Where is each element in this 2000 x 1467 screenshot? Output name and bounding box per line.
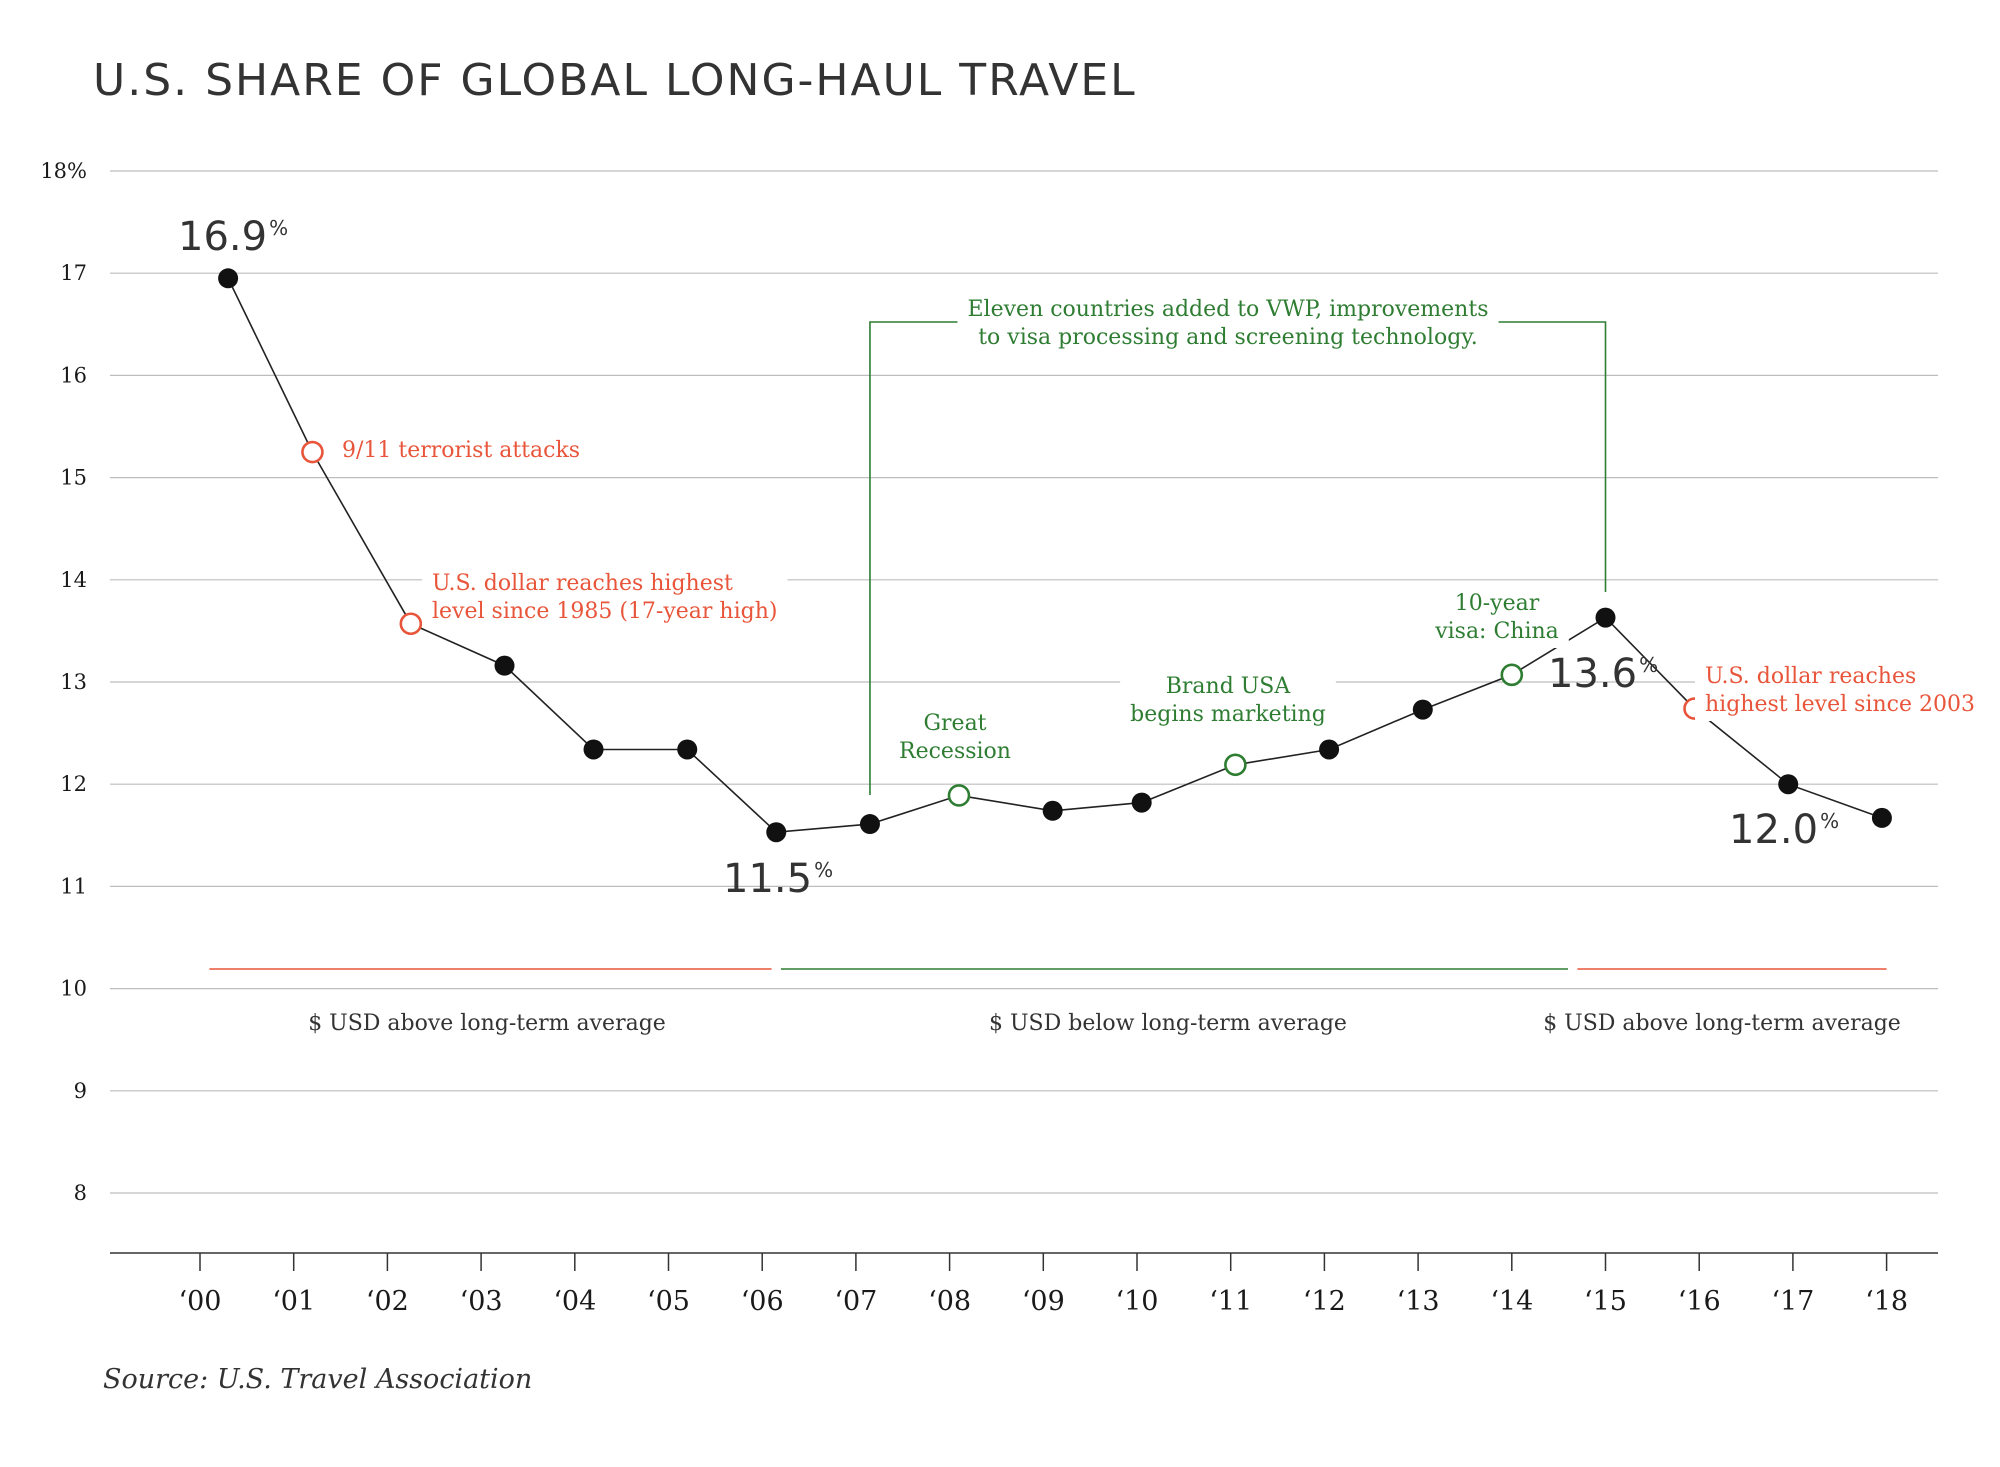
annotation-text: Brand USA xyxy=(1166,674,1292,699)
data-point xyxy=(1778,774,1799,795)
value-callout: 16.9 xyxy=(178,214,267,260)
band-label: $ USD above long-term average xyxy=(308,1011,666,1036)
x-tick-label: ‘03 xyxy=(460,1286,503,1317)
y-tick-label: 17 xyxy=(60,261,87,285)
data-point xyxy=(1131,792,1152,813)
y-tick-label: 8 xyxy=(74,1181,87,1205)
currency-bands: $ USD above long-term average $ USD below… xyxy=(209,968,1901,1036)
annotation-bg xyxy=(957,293,1499,354)
annotation-text: Great xyxy=(923,711,986,736)
event-point xyxy=(1500,663,1524,687)
value-callout-unit: % xyxy=(1820,809,1839,833)
value-callout: 13.6 xyxy=(1548,651,1637,697)
x-tick-label: ‘10 xyxy=(1116,1286,1159,1317)
value-callout: 11.5 xyxy=(723,856,812,902)
event-point xyxy=(399,612,423,636)
y-tick-label: 13 xyxy=(60,670,87,694)
data-point xyxy=(859,814,880,835)
annotation-text: highest level since 2003 xyxy=(1705,692,1975,717)
x-axis: ‘00 ‘01 ‘02 ‘03 ‘04 ‘05 ‘06 ‘07 ‘08 ‘09 ‘10 ‘11 ‘12 ‘… xyxy=(110,1252,1938,1317)
annotations: 9/11 terrorist attacks U.S. dollar reache… xyxy=(342,293,1985,768)
y-tick-label: 11 xyxy=(60,874,87,898)
x-tick-label: ‘02 xyxy=(366,1286,409,1317)
data-point xyxy=(1595,607,1616,628)
data-point xyxy=(1042,800,1063,821)
x-tick-label: ‘06 xyxy=(741,1286,784,1317)
x-tick-label: ‘12 xyxy=(1303,1286,1346,1317)
value-callouts: 16.9 %11.5 %13.6 %12.0% xyxy=(178,214,1839,902)
y-tick-label: 10 xyxy=(60,977,87,1001)
annotation-text: U.S. dollar reaches xyxy=(1705,664,1916,689)
y-tick-label: 15 xyxy=(60,466,87,490)
y-tick-label: 14 xyxy=(60,568,87,592)
x-tick-label: ‘17 xyxy=(1771,1286,1814,1317)
band-label: $ USD above long-term average xyxy=(1543,1011,1901,1036)
x-tick-label: ‘16 xyxy=(1678,1286,1721,1317)
x-tick-label: ‘05 xyxy=(647,1286,690,1317)
x-tick-label: ‘07 xyxy=(834,1286,877,1317)
data-point xyxy=(494,655,515,676)
annotation-text: 9/11 terrorist attacks xyxy=(342,438,580,463)
x-tick-label: ‘08 xyxy=(928,1286,971,1317)
annotation-text: visa: China xyxy=(1434,619,1559,644)
source-note: Source: U.S. Travel Association xyxy=(103,1364,532,1395)
chart-title: U.S. SHARE OF GLOBAL LONG-HAUL TRAVEL xyxy=(93,55,1137,106)
annotation-text: Recession xyxy=(899,739,1011,764)
y-tick-label: 16 xyxy=(60,363,87,387)
annotation-bg xyxy=(889,707,1021,768)
annotation-bg xyxy=(1695,660,1985,721)
event-point xyxy=(947,784,971,807)
x-tick-label: ‘13 xyxy=(1397,1286,1440,1317)
band-label: $ USD below long-term average xyxy=(989,1011,1347,1036)
data-point xyxy=(1871,807,1892,828)
annotation: U.S. dollar reaches highest level since 1… xyxy=(422,567,788,628)
y-tick-label: 12 xyxy=(60,772,87,796)
annotation: Brand USA begins marketing xyxy=(1120,670,1336,731)
data-point xyxy=(218,268,239,289)
annotation-text: level since 1985 (17-year high) xyxy=(432,599,777,624)
x-tick-label: ‘11 xyxy=(1209,1286,1252,1317)
x-tick-label: ‘04 xyxy=(553,1286,596,1317)
event-point xyxy=(301,440,324,464)
annotation-bg xyxy=(422,567,788,628)
value-callout-unit: % xyxy=(269,216,288,240)
annotation-text: U.S. dollar reaches highest xyxy=(432,571,733,596)
value-callout-unit: % xyxy=(1639,653,1658,677)
annotation-text: begins marketing xyxy=(1130,702,1326,727)
annotation-text: to visa processing and screening technol… xyxy=(978,325,1478,350)
annotation-bg xyxy=(1120,670,1336,731)
x-tick-label: ‘15 xyxy=(1584,1286,1627,1317)
data-point xyxy=(1319,739,1340,760)
data-point xyxy=(1412,699,1433,720)
event-point xyxy=(1224,753,1247,777)
x-tick-label: ‘14 xyxy=(1490,1286,1533,1317)
x-tick-label: ‘09 xyxy=(1022,1286,1065,1317)
data-points xyxy=(218,268,1892,843)
annotation-text: Eleven countries added to VWP, improveme… xyxy=(968,297,1489,322)
annotation: 10-year visa: China xyxy=(1424,587,1569,648)
annotation: U.S. dollar reaches highest level since 2… xyxy=(1695,660,1985,721)
value-callout-unit: % xyxy=(814,858,833,882)
gridlines: 18% 17 16 15 14 13 12 11 10 9 8 xyxy=(40,159,1938,1205)
data-point xyxy=(583,739,604,760)
y-tick-label: 18% xyxy=(40,159,87,183)
series-line-layer xyxy=(227,277,1883,834)
data-point xyxy=(766,822,787,843)
annotation: Eleven countries added to VWP, improveme… xyxy=(957,293,1499,354)
annotation: Great Recession xyxy=(889,707,1021,768)
x-tick-label: ‘18 xyxy=(1865,1286,1908,1317)
annotation-bg xyxy=(1424,587,1569,648)
series-line xyxy=(227,277,1883,834)
x-tick-label: ‘01 xyxy=(272,1286,315,1317)
annotation-text: 10-year xyxy=(1455,591,1540,616)
value-callout: 12.0 xyxy=(1729,807,1818,853)
y-tick-label: 9 xyxy=(74,1079,87,1103)
x-tick-label: ‘00 xyxy=(179,1286,222,1317)
annotation: 9/11 terrorist attacks xyxy=(342,438,580,463)
data-point xyxy=(677,739,698,760)
